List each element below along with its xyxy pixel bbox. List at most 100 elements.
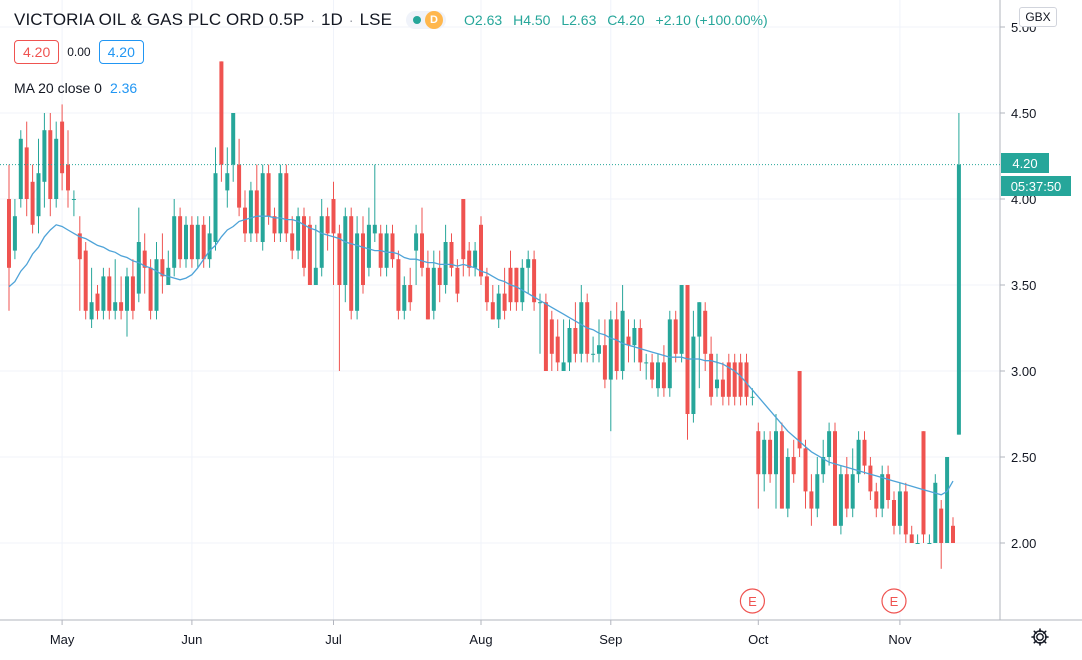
candle-body (484, 276, 489, 303)
candle-body (355, 233, 360, 311)
candle-body (856, 439, 861, 475)
candle-body (732, 362, 737, 397)
candle-body (213, 173, 218, 242)
candle-body (437, 267, 442, 285)
candle-body (797, 371, 802, 449)
candle-body (237, 164, 242, 208)
candle-body (71, 199, 76, 200)
candle-body (425, 267, 430, 320)
currency-button[interactable]: GBX (1019, 7, 1057, 27)
candle-body (697, 302, 702, 337)
candle-body (496, 293, 501, 320)
candle-body (939, 508, 944, 543)
candle-body (591, 353, 596, 355)
candle-body (927, 543, 932, 544)
candle-body (266, 173, 271, 217)
candle-body (821, 457, 826, 475)
x-tick-label: Sep (599, 632, 622, 647)
candle-body (827, 431, 832, 457)
candle-body (42, 130, 47, 182)
candle-body (60, 121, 65, 174)
candle-body (408, 285, 413, 303)
candle-body (549, 319, 554, 354)
candle-body (726, 362, 731, 397)
candle-body (650, 362, 655, 380)
candle-body (455, 267, 460, 294)
candle-body (602, 345, 607, 380)
bid-button[interactable]: 4.20 (14, 40, 60, 64)
candle-body (83, 250, 88, 311)
candle-body (467, 250, 472, 268)
candle-body (685, 285, 690, 414)
candle-body (48, 130, 53, 199)
candle-body (201, 224, 206, 260)
y-tick-label: 4.50 (1011, 106, 1036, 121)
candle-body (113, 302, 118, 311)
candle-body (119, 302, 124, 311)
candle-body (243, 207, 247, 234)
candle-body (532, 259, 537, 303)
candle-body (555, 336, 560, 363)
x-tick-label: Jun (181, 632, 202, 647)
ma-line (8, 215, 954, 496)
candle-body (750, 396, 755, 398)
price-axis[interactable]: 2.002.503.003.504.004.505.00 (1000, 20, 1036, 551)
candle-body (331, 199, 336, 234)
candle-body (7, 199, 11, 268)
open-value: 2.63 (474, 12, 503, 28)
change-value: +2.10 (+100.00%) (655, 12, 768, 28)
candle-body (520, 267, 525, 303)
candle-body (231, 113, 236, 165)
candle-body (302, 216, 306, 268)
candle-body (184, 224, 188, 260)
gear-icon[interactable] (1030, 627, 1050, 647)
candle-body (95, 293, 100, 311)
candle-body (703, 310, 708, 354)
bar-countdown: 05:37:50 (1011, 179, 1062, 194)
quote-box: 4.20 0.00 4.20 (14, 39, 144, 65)
time-axis[interactable]: May Jun Jul Aug Sep Oct Nov (50, 620, 912, 647)
candle-body (862, 439, 867, 466)
candle-body (473, 250, 478, 268)
candle-body (538, 302, 542, 304)
candle-body (349, 216, 354, 311)
candle-body (248, 190, 253, 234)
ask-button[interactable]: 4.20 (98, 40, 144, 64)
candle-body (36, 173, 41, 217)
candle-body (915, 543, 920, 544)
y-tick-label: 3.50 (1011, 278, 1036, 293)
candle-body (172, 216, 177, 268)
candle-body (850, 474, 855, 509)
market-status-badge[interactable]: D (406, 11, 447, 29)
candle-body (449, 242, 454, 268)
ma-indicator-legend[interactable]: MA 20 close 0 2.36 (14, 80, 137, 96)
candle-body (107, 276, 112, 311)
candle-body (673, 319, 678, 354)
candle-body (791, 457, 796, 475)
symbol-title[interactable]: VICTORIA OIL & GAS PLC ORD 0.5P (14, 10, 305, 29)
y-tick-label: 3.00 (1011, 364, 1036, 379)
candle-body (667, 319, 672, 389)
candle-body (762, 439, 767, 475)
candle-body (101, 276, 106, 311)
last-price-value: 4.20 (1012, 156, 1037, 171)
candle-body (579, 302, 584, 354)
x-tick-label: Jul (325, 632, 342, 647)
candle-body (325, 216, 330, 234)
candle-body (490, 302, 495, 320)
candle-body (461, 199, 466, 260)
y-tick-label: 2.00 (1011, 536, 1036, 551)
candle-body (844, 474, 849, 509)
low-value: 2.63 (569, 12, 597, 28)
earnings-event-marker (881, 588, 907, 614)
interval-label[interactable]: 1D (320, 10, 343, 29)
candle-body (402, 285, 407, 311)
candle-body (296, 216, 301, 251)
candle-body (77, 233, 82, 260)
candle-body (614, 319, 619, 371)
candle-body (136, 242, 141, 294)
candle-body (597, 345, 601, 354)
candle-body (18, 138, 23, 199)
candle-body (897, 491, 902, 526)
